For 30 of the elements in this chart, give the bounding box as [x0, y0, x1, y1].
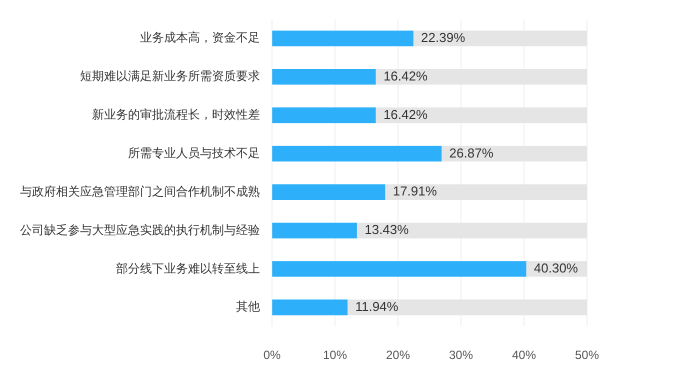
- bar: [272, 184, 386, 200]
- x-tick-label: 50%: [574, 348, 600, 362]
- bar: [272, 107, 376, 124]
- data-label: 16.42%: [383, 106, 428, 122]
- bar: [272, 30, 414, 46]
- x-tick-label: 30%: [448, 348, 474, 362]
- data-label: 22.39%: [421, 30, 466, 45]
- x-tick-label: 20%: [386, 348, 410, 362]
- y-tick-label: 所需专业人员与技术不足: [128, 146, 260, 160]
- x-tick-label: 0%: [263, 348, 281, 362]
- y-tick-label: 公司缺乏参与大型应急实践的执行机制与经验: [20, 222, 260, 237]
- data-label: 16.42%: [383, 68, 428, 84]
- x-tick-label: 40%: [512, 348, 536, 362]
- bar: [272, 146, 442, 162]
- data-label: 17.91%: [392, 184, 438, 199]
- y-tick-label: 业务成本高，资金不足: [140, 30, 260, 45]
- y-tick-label: 部分线下业务难以转至线上: [116, 261, 260, 276]
- bar: [272, 300, 348, 316]
- x-tick-label: 10%: [322, 348, 348, 362]
- y-tick-label: 其他: [236, 300, 260, 314]
- bar: [272, 222, 357, 238]
- bar: [272, 261, 526, 277]
- y-tick-label: 短期难以满足新业务所需资质要求: [80, 69, 260, 84]
- y-tick-label: 新业务的审批流程长，时效性差: [92, 108, 260, 122]
- data-label: 26.87%: [449, 145, 494, 160]
- bar: [272, 69, 376, 85]
- data-label: 13.43%: [364, 222, 410, 238]
- data-label: 11.94%: [355, 298, 399, 314]
- y-tick-label: 与政府相关应急管理部门之间合作机制不成熟: [20, 184, 260, 198]
- data-label: 40.30%: [534, 260, 578, 276]
